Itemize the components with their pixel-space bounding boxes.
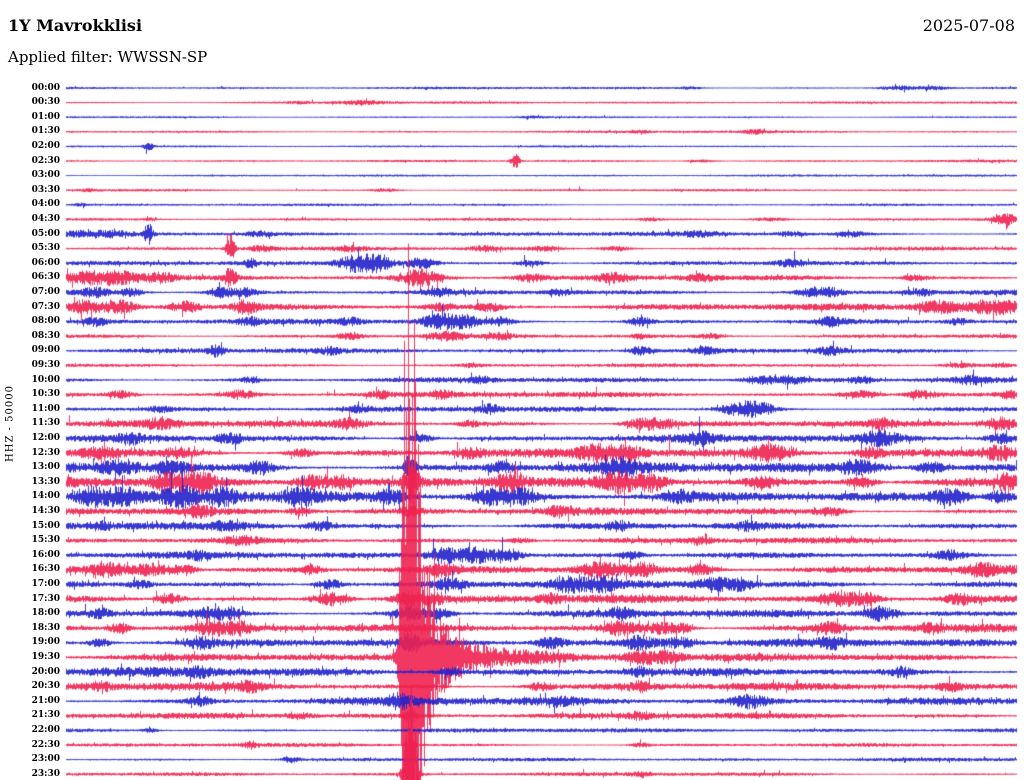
row-time-label: 04:00	[31, 199, 60, 210]
row-time-label: 05:00	[31, 228, 60, 239]
row-time-label: 02:30	[31, 155, 60, 166]
row-time-label: 21:30	[31, 710, 60, 721]
row-time-label: 11:30	[31, 418, 60, 429]
row-time-label: 19:30	[31, 651, 60, 662]
station-title: 1Y Mavrokklisi	[8, 16, 143, 35]
row-time-label: 15:30	[31, 535, 60, 546]
row-time-label: 10:00	[31, 374, 60, 385]
row-time-label: 02:00	[31, 140, 60, 151]
row-time-label: 17:00	[31, 578, 60, 589]
row-time-label: 03:00	[31, 170, 60, 181]
row-time-label: 23:30	[31, 768, 60, 779]
row-time-label: 22:30	[31, 739, 60, 750]
row-time-label: 05:30	[31, 243, 60, 254]
row-time-label: 00:00	[31, 82, 60, 93]
row-time-label: 03:30	[31, 184, 60, 195]
row-time-label: 15:00	[31, 520, 60, 531]
row-time-label: 08:30	[31, 330, 60, 341]
row-labels: 00:00 00:30 01:00 01:30 02:00 02:30 03:00 03:30…	[0, 0, 62, 780]
row-time-label: 13:00	[31, 462, 60, 473]
row-time-label: 20:00	[31, 666, 60, 677]
row-time-label: 20:30	[31, 681, 60, 692]
row-time-label: 23:00	[31, 754, 60, 765]
row-time-label: 18:30	[31, 622, 60, 633]
row-time-label: 04:30	[31, 213, 60, 224]
row-time-label: 16:30	[31, 564, 60, 575]
row-time-label: 21:00	[31, 695, 60, 706]
row-time-label: 12:30	[31, 447, 60, 458]
row-time-label: 06:00	[31, 257, 60, 268]
row-time-label: 11:00	[31, 403, 60, 414]
row-time-label: 10:30	[31, 389, 60, 400]
row-time-label: 07:30	[31, 301, 60, 312]
row-time-label: 00:30	[31, 97, 60, 108]
row-time-label: 07:00	[31, 286, 60, 297]
row-time-label: 09:30	[31, 359, 60, 370]
row-time-label: 16:00	[31, 549, 60, 560]
row-time-label: 13:30	[31, 476, 60, 487]
row-time-label: 14:00	[31, 491, 60, 502]
row-time-label: 01:30	[31, 126, 60, 137]
row-time-label: 19:00	[31, 637, 60, 648]
row-time-label: 17:30	[31, 593, 60, 604]
date-label: 2025-07-08	[922, 16, 1015, 35]
applied-filter-label: Applied filter: WWSSN-SP	[8, 48, 208, 66]
row-time-label: 12:00	[31, 432, 60, 443]
row-time-label: 09:00	[31, 345, 60, 356]
row-time-label: 18:00	[31, 608, 60, 619]
row-time-label: 08:00	[31, 316, 60, 327]
row-time-label: 14:30	[31, 505, 60, 516]
row-time-label: 06:30	[31, 272, 60, 283]
row-time-label: 22:00	[31, 724, 60, 735]
row-time-label: 01:00	[31, 111, 60, 122]
